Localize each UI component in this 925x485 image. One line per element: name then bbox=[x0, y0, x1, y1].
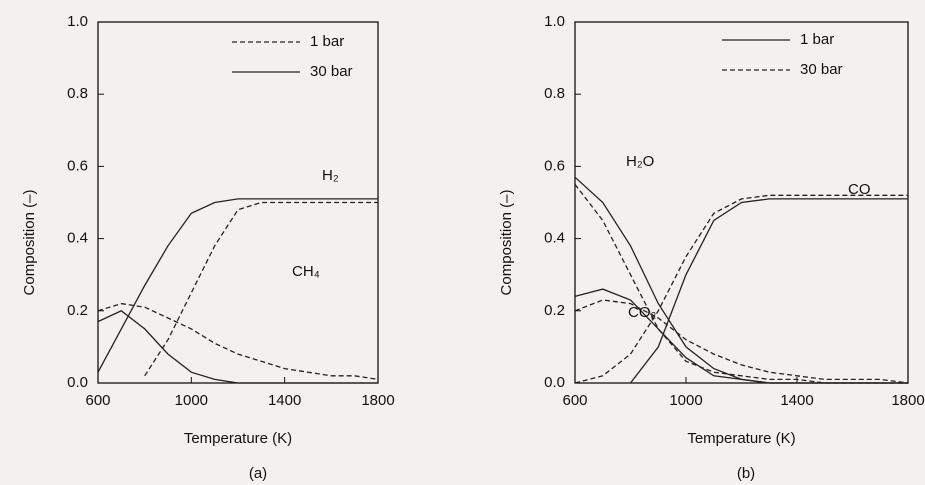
series-line bbox=[97, 198, 378, 373]
series-line bbox=[574, 288, 908, 384]
y-tick-label: 0.0 bbox=[544, 374, 565, 391]
x-tick-label: 1800 bbox=[891, 392, 924, 409]
series-line bbox=[574, 184, 908, 384]
y-tick-label: 0.4 bbox=[67, 230, 88, 247]
y-axis-label: Composition (–) bbox=[498, 190, 515, 296]
y-tick-label: 0.8 bbox=[67, 85, 88, 102]
legend-label: 1 bar bbox=[310, 33, 344, 50]
annotation: CH₄ bbox=[292, 263, 320, 280]
legend-label: 30 bar bbox=[310, 63, 353, 80]
x-tick-label: 1000 bbox=[175, 392, 208, 409]
y-tick-label: 0.0 bbox=[67, 374, 88, 391]
legend-label: 1 bar bbox=[800, 31, 834, 48]
y-axis-label: Composition (–) bbox=[21, 190, 38, 296]
caption: (a) bbox=[249, 465, 267, 482]
series-line bbox=[574, 299, 909, 384]
y-tick-label: 0.4 bbox=[544, 230, 565, 247]
annotation: H₂O bbox=[626, 153, 654, 170]
x-tick-label: 600 bbox=[85, 392, 110, 409]
x-tick-label: 1800 bbox=[361, 392, 394, 409]
y-tick-label: 0.6 bbox=[67, 157, 88, 174]
x-tick-label: 1400 bbox=[268, 392, 301, 409]
caption: (b) bbox=[737, 465, 755, 482]
series-line bbox=[574, 176, 908, 384]
annotation: CO bbox=[848, 181, 871, 198]
series-line bbox=[97, 310, 378, 384]
x-axis-label: Temperature (K) bbox=[687, 430, 795, 447]
y-tick-label: 0.6 bbox=[544, 157, 565, 174]
y-tick-label: 1.0 bbox=[67, 13, 88, 30]
x-tick-label: 1000 bbox=[669, 392, 702, 409]
x-axis-label: Temperature (K) bbox=[184, 430, 292, 447]
x-tick-label: 600 bbox=[562, 392, 587, 409]
y-tick-label: 0.8 bbox=[544, 85, 565, 102]
plot-frame bbox=[574, 21, 909, 384]
series-line bbox=[97, 302, 379, 381]
y-tick-label: 0.2 bbox=[67, 302, 88, 319]
annotation: CO₂ bbox=[628, 304, 657, 321]
x-tick-label: 1400 bbox=[780, 392, 813, 409]
annotation: H₂ bbox=[322, 167, 339, 184]
y-tick-label: 1.0 bbox=[544, 13, 565, 30]
legend-label: 30 bar bbox=[800, 61, 843, 78]
series-line bbox=[144, 201, 378, 377]
series-line bbox=[574, 194, 908, 384]
series-line bbox=[629, 198, 908, 384]
y-tick-label: 0.2 bbox=[544, 302, 565, 319]
